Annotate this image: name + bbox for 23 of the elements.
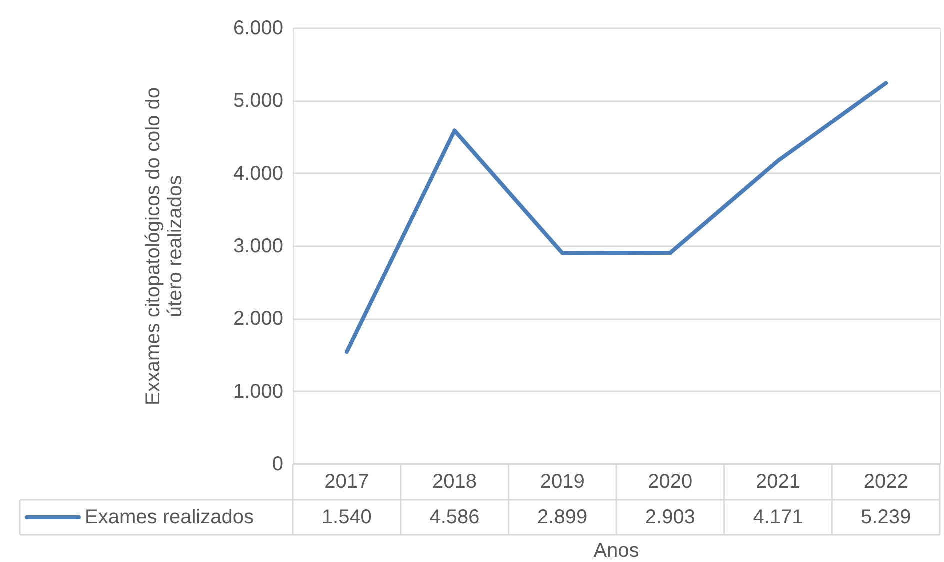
x-tick-label: 2018: [432, 471, 477, 493]
y-tick-label: 1.000: [233, 380, 284, 403]
y-tick-label: 3.000: [233, 236, 284, 258]
y-tick-label: 4.000: [233, 162, 284, 185]
data-label: 4.586: [430, 506, 480, 528]
data-label: 2.903: [645, 506, 696, 528]
y-axis-title: Exxames citopatológicos do colo do útero realizados: [142, 88, 186, 406]
x-axis-title: Anos: [594, 540, 640, 562]
data-label: 2.899: [538, 506, 588, 528]
y-tick-label: 5.000: [233, 90, 284, 112]
x-tick-label: 2021: [756, 471, 800, 493]
x-tick-label: 2022: [864, 471, 908, 493]
data-label: 5.239: [861, 506, 912, 528]
legend-label: Exames realizados: [85, 506, 254, 528]
y-tick-label: 6.000: [233, 18, 284, 40]
y-tick-label: 2.000: [233, 308, 284, 330]
x-tick-label: 2017: [324, 471, 370, 493]
line-series: [344, 81, 888, 354]
y-tick-label: 0: [272, 454, 284, 476]
x-tick-label: 2020: [648, 471, 693, 493]
x-tick-label: 2019: [540, 471, 585, 493]
data-label: 1.540: [322, 506, 372, 528]
data-label: 4.171: [753, 506, 804, 528]
